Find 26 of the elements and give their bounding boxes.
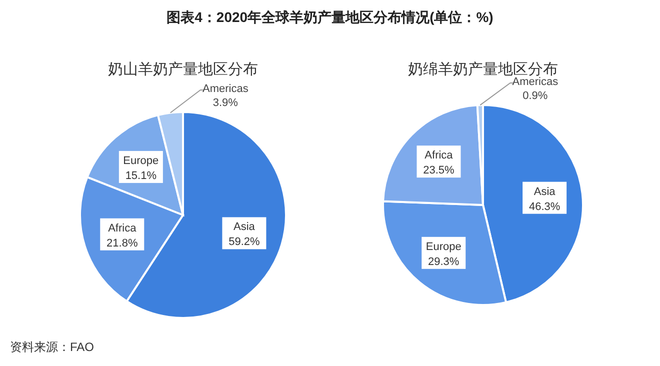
slice-label: Asia <box>534 186 556 198</box>
slice-label: Americas <box>202 83 249 95</box>
label: Asia 46.3% <box>522 182 567 214</box>
label: Asia 59.2% <box>222 217 266 250</box>
label: Africa 21.8% <box>100 218 144 250</box>
chart-title: 奶绵羊奶产量地区分布 <box>408 61 558 78</box>
data-label: 59.2% <box>228 236 260 248</box>
slice-label: Asia <box>234 221 256 234</box>
data-label: 46.3% <box>528 200 560 213</box>
text: 图表4：2020年全球羊奶产量地区分布情况(单位：%) <box>166 9 494 25</box>
data-label: 23.5% <box>423 164 455 177</box>
data-label: 3.9% <box>212 97 238 109</box>
slice-label: Europe <box>123 154 159 167</box>
text: 资料来源：FAO <box>10 340 94 354</box>
chart-title: 奶山羊奶产量地区分布 <box>108 61 258 78</box>
data-label: 21.8% <box>106 237 138 250</box>
data-label: 0.9% <box>522 90 548 102</box>
slice-label: Africa <box>108 222 138 234</box>
label: Europe 29.3% <box>422 236 466 269</box>
slice-label: Americas <box>512 76 559 88</box>
data-label: 15.1% <box>125 170 157 182</box>
slice-label: Europe <box>426 240 462 253</box>
label: Europe 15.1% <box>118 150 163 183</box>
label: Africa 23.5% <box>416 146 461 178</box>
slice-label: Africa <box>424 150 454 162</box>
data-label: 29.3% <box>428 256 460 268</box>
